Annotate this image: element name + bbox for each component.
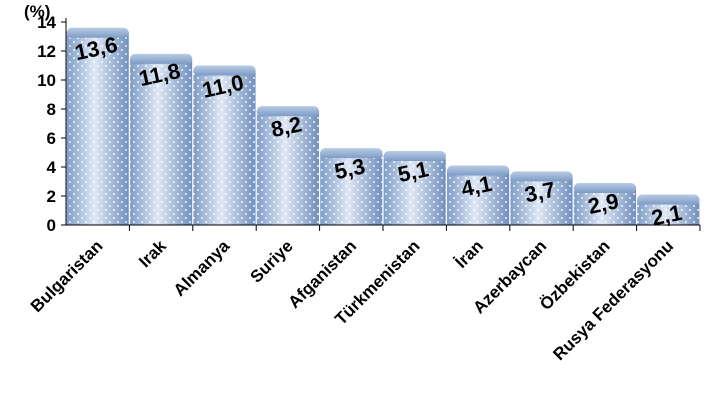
y-unit-label: (%) (24, 2, 50, 21)
bar-dot-texture (256, 110, 319, 225)
data-label: 3,7 (522, 177, 557, 208)
bar-cap (447, 165, 510, 176)
bar-dot-texture (130, 57, 193, 226)
x-tick-label: Bulgaristan (27, 236, 107, 316)
bar-dot-texture (193, 69, 256, 225)
bar-dot-texture (320, 152, 383, 225)
x-tick-label: Suriye (247, 236, 297, 286)
x-tick-label: Almanya (170, 236, 234, 300)
data-label: 2,1 (649, 200, 684, 231)
x-tick-label: Rusya Federasyonu (549, 236, 677, 364)
bar-dot-texture (510, 175, 573, 225)
y-tick-label: 2 (47, 187, 56, 206)
y-tick-label: 6 (47, 129, 56, 148)
bar-dot-texture (383, 155, 446, 225)
bar-cap (66, 27, 129, 38)
data-label: 5,1 (396, 156, 431, 187)
x-axis: Bulgaristan Irak Almanya SuriyeAfganistanTü… (27, 224, 701, 364)
y-tick-label: 10 (37, 71, 56, 90)
bar-dot-texture (573, 186, 636, 225)
y-tick-label: 14 (37, 13, 56, 32)
bar-dot-texture (66, 31, 129, 225)
bar-cap (383, 151, 446, 162)
bar-cap (193, 65, 256, 76)
bar-cap (637, 194, 700, 205)
x-tick-label: Irak (135, 236, 170, 271)
y-tick-label: 4 (47, 158, 57, 177)
y-axis: 0 2 4 6 8 10 12 14 (37, 13, 67, 235)
data-label: 2,9 (586, 188, 621, 219)
bar-dot-texture (447, 169, 510, 225)
y-tick-label: 12 (37, 42, 56, 61)
y-tick-label: 0 (47, 216, 56, 235)
x-tick-label: İran (451, 236, 486, 271)
data-label: 4,1 (459, 171, 494, 202)
bar-cap (573, 182, 636, 193)
y-tick-label: 8 (47, 100, 56, 119)
bar-cap (256, 106, 319, 117)
data-label: 8,2 (269, 111, 304, 142)
bar-cap (130, 53, 193, 64)
data-label: 5,3 (332, 153, 367, 184)
bar-cap (510, 171, 573, 182)
bar-cap (320, 148, 383, 159)
bars: 13,611,8 11,08,25,3 5,1 4,1 3,7 2,9 2,1 (66, 27, 700, 231)
